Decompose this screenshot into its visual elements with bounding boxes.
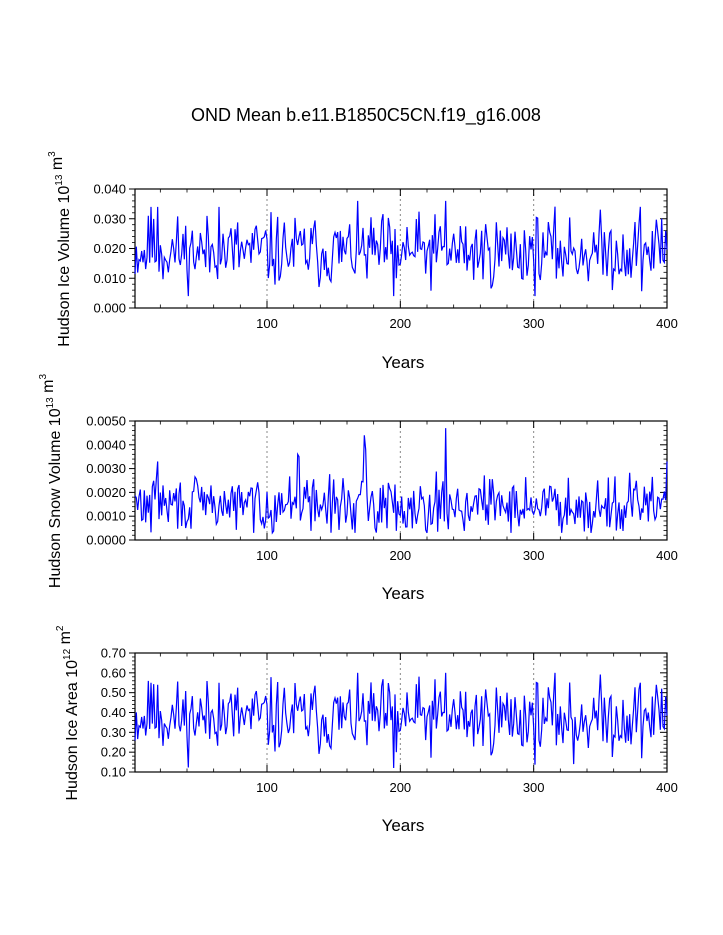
y-axis-label-ice-volume: Hudson Ice Volume 1013 m3 [47,151,73,347]
y-tick-label: 0.010 [93,271,126,286]
y-tick-label: 0.50 [101,685,126,700]
y-tick-label: 0.0030 [86,461,126,476]
x-axis-label: Years [382,816,425,835]
series-line-snow-volume [134,428,668,535]
x-tick-label: 400 [656,780,678,795]
y-tick-label: 0.10 [101,765,126,780]
y-tick-label: 0.0040 [86,437,126,452]
y-tick-label: 0.040 [93,182,126,197]
plot-frame [134,188,668,309]
x-tick-label: 300 [523,548,545,563]
panel-ice-volume: 100 200 300 400 0.000 0.010 0.020 0.030 0.040 Ye… [47,151,678,372]
chart-title: OND Mean b.e11.B1850C5CN.f19_g16.008 [191,105,541,126]
y-tick-label: 0.0050 [86,414,126,429]
panel-snow-volume: 100 200 300 400 0.0000 0.0010 0.0020 0.0030 0.00… [38,373,678,603]
y-tick-label: 0.020 [93,241,126,256]
x-tick-label: 200 [389,316,411,331]
x-axis-label: Years [382,584,425,603]
y-tick-label: 0.0010 [86,509,126,524]
x-tick-label: 300 [523,780,545,795]
panel-ice-area: 100 200 300 400 0.10 0.20 0.30 0.40 0.50 0.60 0.70… [55,625,678,835]
x-tick-label: 100 [256,548,278,563]
y-axis-label-ice-area: Hudson Ice Area 1012 m2 [55,625,81,800]
y-tick-label: 0.70 [101,646,126,661]
y-axis-label-snow-volume: Hudson Snow Volume 1013 m3 [38,373,64,588]
y-tick-label: 0.60 [101,665,126,680]
x-tick-label: 200 [389,780,411,795]
x-axis-label: Years [382,353,425,372]
y-tick-label: 0.030 [93,211,126,226]
x-tick-label: 400 [656,316,678,331]
y-tick-label: 0.30 [101,725,126,740]
plot-frame [134,420,668,541]
x-tick-label: 200 [389,548,411,563]
x-tick-label: 300 [523,316,545,331]
x-tick-label: 400 [656,548,678,563]
series-line-ice-area [134,672,668,769]
plot-frame [134,652,668,773]
y-tick-label: 0.40 [101,705,126,720]
x-tick-label: 100 [256,780,278,795]
y-tick-label: 0.0020 [86,485,126,500]
x-tick-label: 100 [256,316,278,331]
series-line-ice-volume [134,200,668,297]
y-tick-label: 0.0000 [86,533,126,548]
y-tick-label: 0.000 [93,301,126,316]
y-tick-label: 0.20 [101,745,126,760]
